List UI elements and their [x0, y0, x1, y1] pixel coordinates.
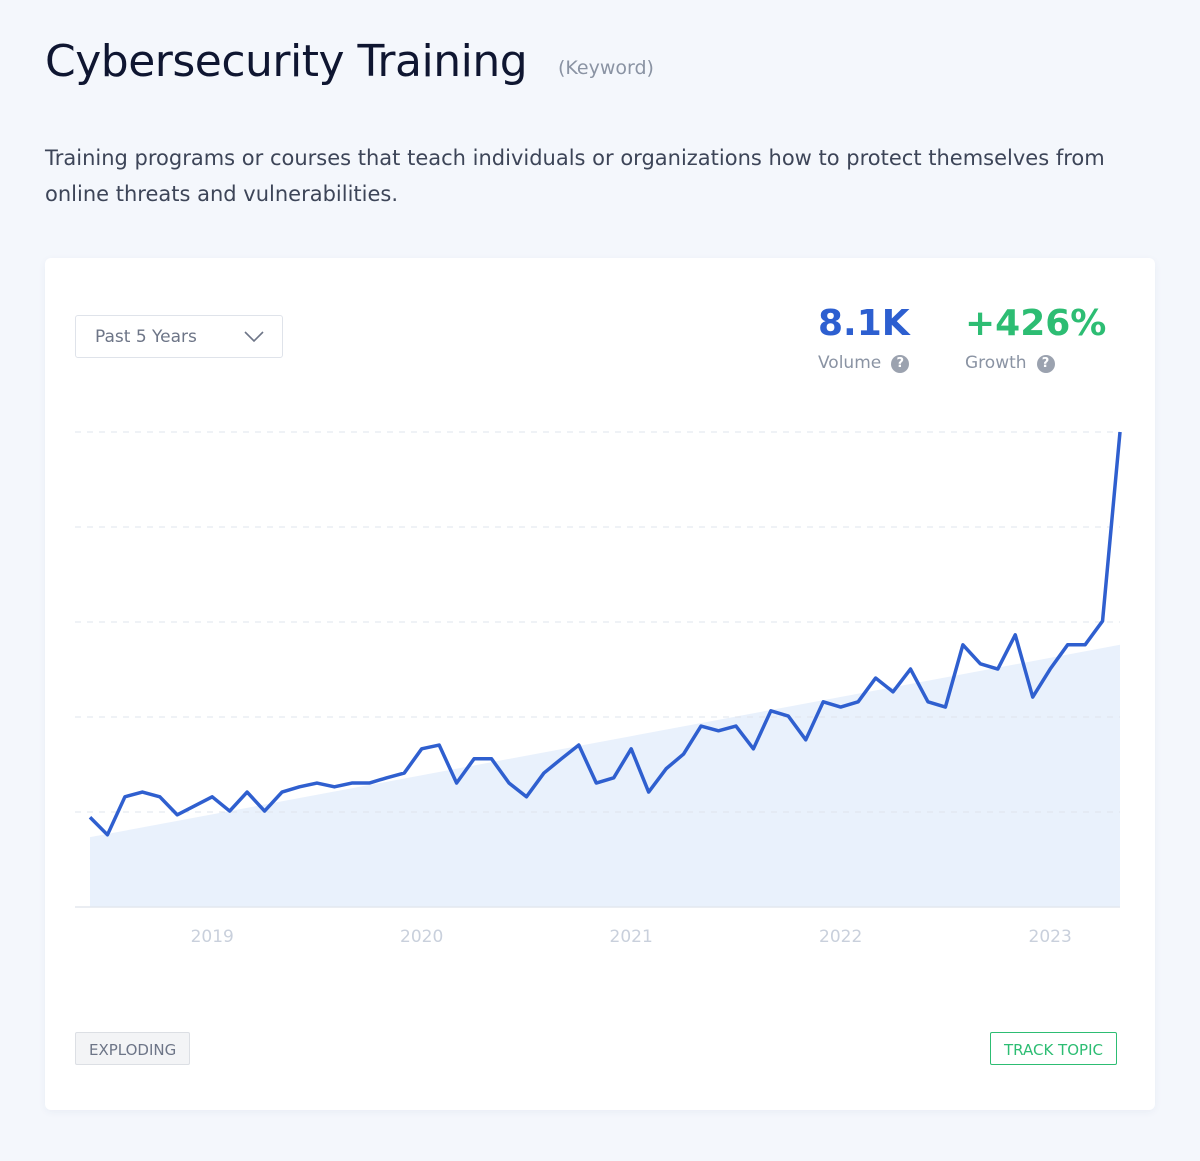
volume-label: Volume	[818, 353, 882, 373]
x-tick-label: 2019	[191, 927, 234, 947]
chevron	[244, 331, 264, 343]
x-tick-label: 2020	[400, 927, 443, 947]
trend-area	[90, 644, 1120, 907]
growth-value: +426%	[965, 303, 1107, 344]
range-label: Past 5 Years	[95, 327, 197, 347]
volume-label-row: Volume?	[818, 353, 910, 373]
x-tick-label: 2022	[819, 927, 862, 947]
keyword-tag: (Keyword)	[558, 57, 654, 79]
volume-value: 8.1K	[818, 303, 910, 344]
range-dropdown[interactable]: Past 5 Years	[75, 315, 283, 358]
growth-label-row: Growth?	[965, 353, 1055, 373]
x-tick-label: 2023	[1029, 927, 1072, 947]
help-icon[interactable]: ?	[891, 355, 910, 373]
growth-label: Growth	[965, 353, 1027, 373]
track-button[interactable]: TRACK TOPIC	[990, 1032, 1117, 1065]
page-title: Cybersecurity Training	[45, 36, 528, 87]
help-icon[interactable]: ?	[1036, 355, 1055, 373]
x-tick-label: 2021	[610, 927, 653, 947]
chart-card: 2019 2020 2021 2022 2023 Past 5 Years 8.1K V…	[45, 258, 1155, 1110]
chart: 2019 2020 2021 2022 2023	[75, 431, 1122, 947]
description: Training programs or courses that teach …	[45, 146, 1105, 206]
status-badge: EXPLODING	[75, 1032, 191, 1065]
trend-line	[88, 431, 1122, 837]
